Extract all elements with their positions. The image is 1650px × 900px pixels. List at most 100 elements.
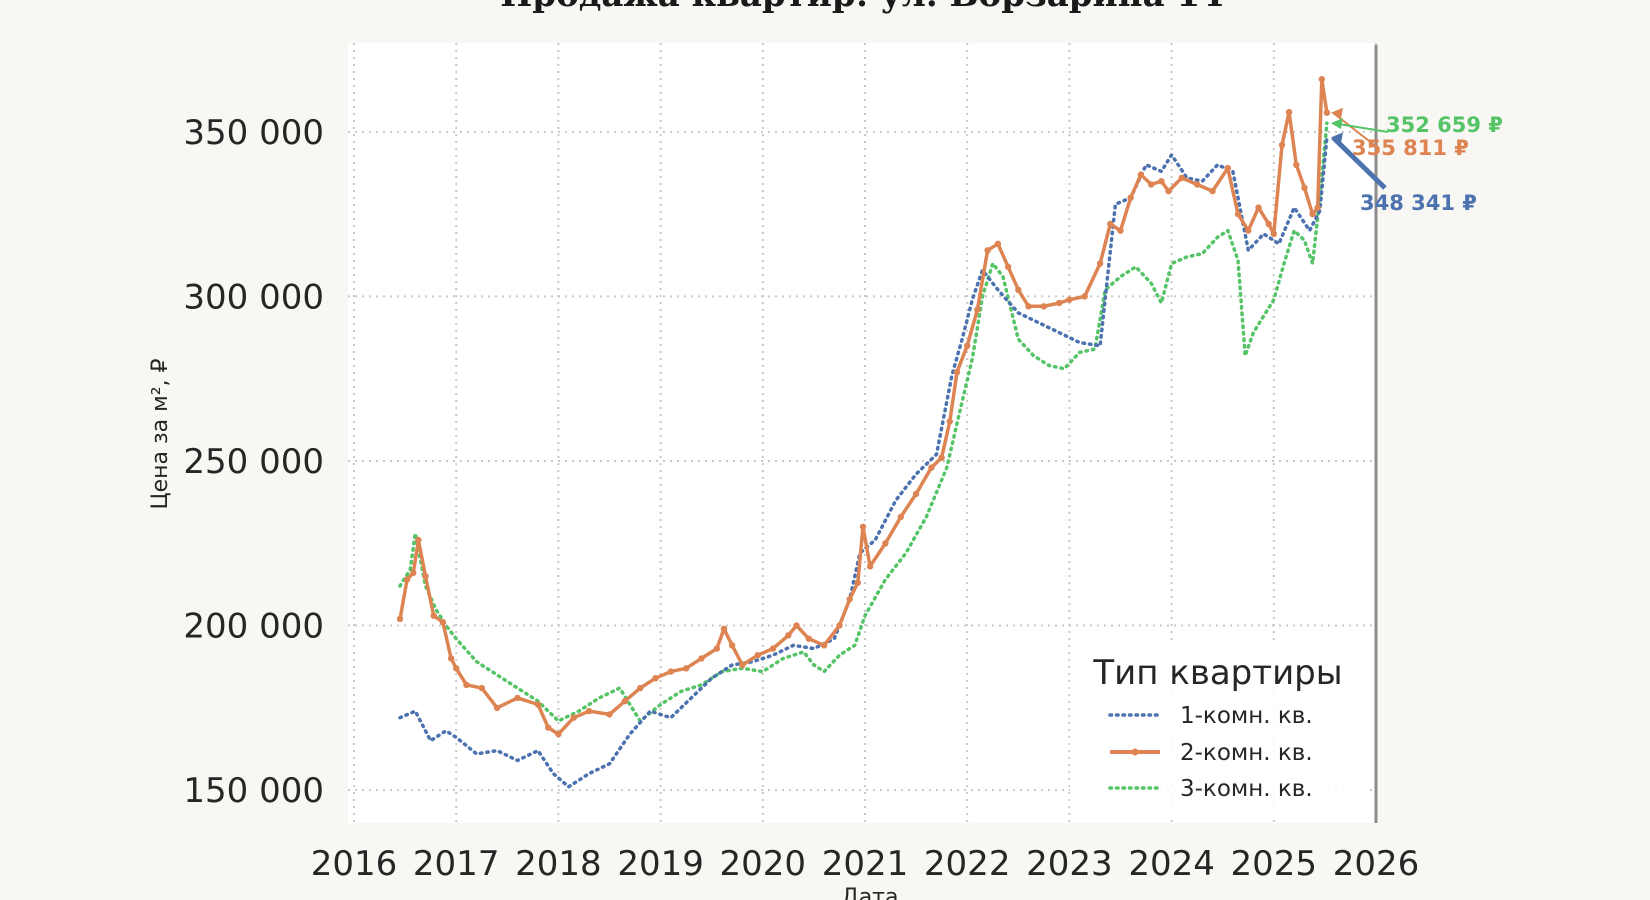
legend-marker-2room — [1131, 748, 1139, 756]
end-label-1: 348 341 ₽ — [1360, 191, 1477, 215]
data-point — [493, 704, 501, 711]
data-point — [1066, 296, 1073, 303]
data-point — [1224, 164, 1232, 172]
data-point — [859, 523, 867, 530]
data-point — [1270, 230, 1278, 238]
legend: Тип квартиры 1-комн. кв. 2-комн. кв. 3-к… — [1070, 640, 1366, 815]
data-point — [447, 655, 455, 662]
data-point — [1285, 108, 1293, 116]
data-point — [667, 668, 674, 675]
data-point — [637, 684, 644, 692]
x-tick-label: 2025 — [1231, 844, 1318, 884]
data-point — [439, 619, 447, 626]
series-line-3 — [398, 121, 1329, 723]
legend-label-1room: 1-комн. кв. — [1180, 703, 1313, 729]
x-tick-label: 2019 — [617, 844, 704, 884]
data-point — [793, 622, 800, 629]
data-point — [621, 698, 628, 705]
data-point — [1318, 76, 1326, 83]
y-axis-label: Цена за м², ₽ — [148, 358, 173, 509]
data-point — [820, 642, 828, 649]
data-point — [1081, 293, 1088, 300]
data-point — [453, 665, 460, 672]
data-point — [478, 684, 485, 692]
x-tick-label: 2026 — [1333, 844, 1420, 884]
data-point — [585, 707, 593, 715]
data-point — [739, 661, 746, 669]
data-point — [754, 652, 761, 659]
tick-labels: 2016 2017 2018 2019 2020 2021 2022 2023 2024 2025… — [183, 113, 1419, 884]
legend-label-3room: 3-комн. кв. — [1180, 776, 1313, 802]
data-point — [463, 681, 470, 688]
end-label-arrow — [1332, 111, 1379, 149]
x-tick-label: 2016 — [311, 844, 398, 884]
data-point — [1265, 220, 1272, 228]
end-label-2: 355 811 ₽ — [1352, 136, 1469, 160]
data-point — [652, 675, 659, 682]
data-point — [683, 665, 690, 672]
data-point — [720, 625, 728, 632]
data-point — [606, 711, 613, 718]
data-point — [912, 490, 920, 498]
data-point — [1004, 263, 1012, 270]
end-label-arrow — [1331, 135, 1387, 190]
data-point — [698, 655, 705, 662]
data-point — [1314, 204, 1321, 211]
data-point — [1301, 184, 1308, 191]
legend-title: Тип квартиры — [1092, 653, 1342, 693]
y-tick-label: 250 000 — [183, 442, 324, 482]
y-tick-label: 150 000 — [183, 771, 324, 811]
y-tick-label: 200 000 — [183, 607, 324, 647]
data-point — [897, 513, 904, 521]
end-label-arrow — [1332, 122, 1389, 133]
series-line-1 — [398, 135, 1329, 789]
data-point — [1127, 194, 1134, 201]
data-point — [410, 569, 417, 577]
end-label-arrowhead — [1330, 118, 1343, 130]
data-point — [415, 536, 422, 544]
data-point — [1309, 210, 1316, 218]
data-point — [1178, 174, 1186, 182]
chart-title: Продажа квартир: ул. Борзарина 14 — [500, 0, 1224, 15]
data-point — [1234, 210, 1242, 218]
data-point — [1040, 303, 1048, 310]
x-tick-label: 2024 — [1128, 844, 1215, 884]
data-point — [866, 563, 874, 570]
data-point — [1107, 220, 1114, 228]
end-label-arrowhead — [1330, 132, 1343, 144]
data-point — [728, 642, 736, 649]
data-point — [1323, 109, 1331, 116]
data-point — [946, 418, 953, 425]
data-point — [1194, 181, 1201, 188]
data-point — [1056, 299, 1063, 307]
data-point — [984, 247, 991, 254]
x-tick-label: 2023 — [1026, 844, 1113, 884]
x-axis-label: Дата — [842, 885, 899, 900]
legend-label-2room: 2-комн. кв. — [1180, 740, 1313, 766]
data-point — [514, 694, 521, 702]
data-point — [713, 645, 720, 652]
data-point — [836, 622, 843, 629]
data-point — [974, 306, 981, 313]
data-point — [882, 540, 889, 547]
data-point — [854, 579, 861, 586]
data-point — [805, 635, 812, 642]
data-point — [534, 701, 542, 708]
data-point — [964, 342, 971, 349]
data-point — [430, 612, 437, 619]
x-tick-label: 2020 — [720, 844, 807, 884]
data-point — [846, 596, 853, 603]
data-point — [403, 576, 411, 583]
data-point — [1278, 141, 1286, 149]
data-point — [1096, 260, 1104, 267]
data-point — [769, 645, 777, 652]
data-point — [422, 573, 429, 580]
series-lines — [396, 76, 1331, 789]
y-tick-label: 350 000 — [183, 113, 324, 153]
data-point — [555, 730, 562, 738]
end-label-arrowhead — [1330, 107, 1343, 119]
x-tick-label: 2018 — [515, 844, 602, 884]
data-point — [1255, 204, 1262, 211]
data-point — [545, 724, 552, 731]
